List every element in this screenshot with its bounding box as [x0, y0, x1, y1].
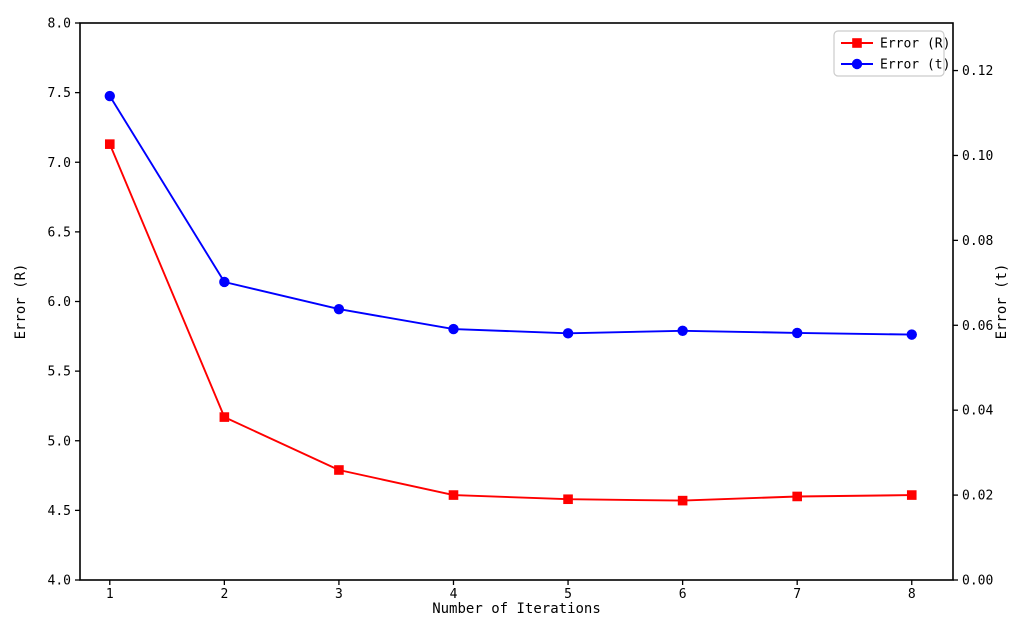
y-right-tick-label: 0.02 — [962, 489, 993, 504]
data-point-marker — [906, 490, 917, 500]
y-right-tick-label: 0.04 — [962, 404, 993, 419]
series-error-r — [104, 139, 917, 506]
data-point-marker — [852, 38, 862, 48]
data-point-marker — [677, 325, 688, 336]
series-error-t — [104, 90, 917, 340]
data-point-marker — [219, 412, 230, 422]
y-axis-left: 4.0 4.5 5.0 5.5 6.0 6.5 7.0 7.5 8.0 — [48, 17, 80, 589]
data-point-marker — [792, 491, 802, 502]
x-tick-label: 3 — [335, 587, 343, 602]
y-axis-right: 0.00 0.02 0.04 0.06 0.08 0.10 0.12 — [953, 64, 993, 589]
y-left-tick-label: 4.5 — [48, 504, 71, 519]
data-point-marker — [563, 494, 573, 505]
x-tick-label: 5 — [564, 587, 572, 602]
x-tick-label: 4 — [450, 587, 458, 602]
y-right-tick-label: 0.10 — [962, 149, 993, 164]
axis-labels: Number of Iterations Error (R) Error (t) — [13, 264, 1010, 617]
x-tick-label: 6 — [679, 587, 687, 602]
y-left-tick-label: 6.5 — [48, 225, 71, 240]
data-point-marker — [448, 323, 459, 335]
data-point-marker — [334, 465, 344, 475]
data-point-marker — [104, 90, 115, 102]
x-axis-label: Number of Iterations — [432, 601, 601, 617]
x-axis: 1 2 3 4 5 6 7 8 — [106, 580, 916, 602]
legend-label: Error (R) — [880, 37, 950, 52]
y-right-tick-label: 0.06 — [962, 319, 993, 334]
y-right-tick-label: 0.12 — [962, 64, 993, 79]
series-line — [108, 95, 912, 336]
y-left-tick-label: 5.5 — [48, 365, 71, 380]
y-left-tick-label: 7.0 — [48, 156, 71, 171]
data-point-marker — [851, 58, 863, 70]
x-tick-label: 2 — [220, 587, 228, 602]
y-axis-label-left: Error (R) — [13, 264, 29, 340]
data-point-marker — [906, 329, 917, 340]
y-left-tick-label: 5.0 — [48, 434, 71, 449]
data-point-marker — [448, 490, 459, 500]
y-axis-label-right: Error (t) — [994, 264, 1010, 340]
y-left-tick-label: 6.0 — [48, 295, 71, 310]
legend-entry: Error (R) — [841, 37, 950, 52]
x-tick-label: 1 — [106, 587, 114, 602]
y-left-tick-label: 4.0 — [48, 574, 71, 589]
y-left-tick-label: 7.5 — [48, 86, 71, 101]
data-point-marker — [791, 327, 803, 339]
y-right-tick-label: 0.08 — [962, 234, 993, 249]
x-tick-label: 8 — [908, 587, 916, 602]
data-point-marker — [677, 495, 688, 506]
y-right-tick-label: 0.00 — [962, 574, 993, 589]
data-point-marker — [333, 303, 345, 315]
data-point-marker — [104, 139, 115, 149]
x-tick-label: 7 — [793, 587, 801, 602]
y-left-tick-label: 8.0 — [48, 17, 71, 32]
legend: Error (R) Error (t) — [833, 30, 950, 77]
data-point-marker — [562, 328, 574, 339]
data-point-marker — [219, 276, 230, 288]
series-line — [108, 143, 912, 502]
legend-entry: Error (t) — [841, 58, 950, 73]
legend-label: Error (t) — [880, 58, 950, 73]
